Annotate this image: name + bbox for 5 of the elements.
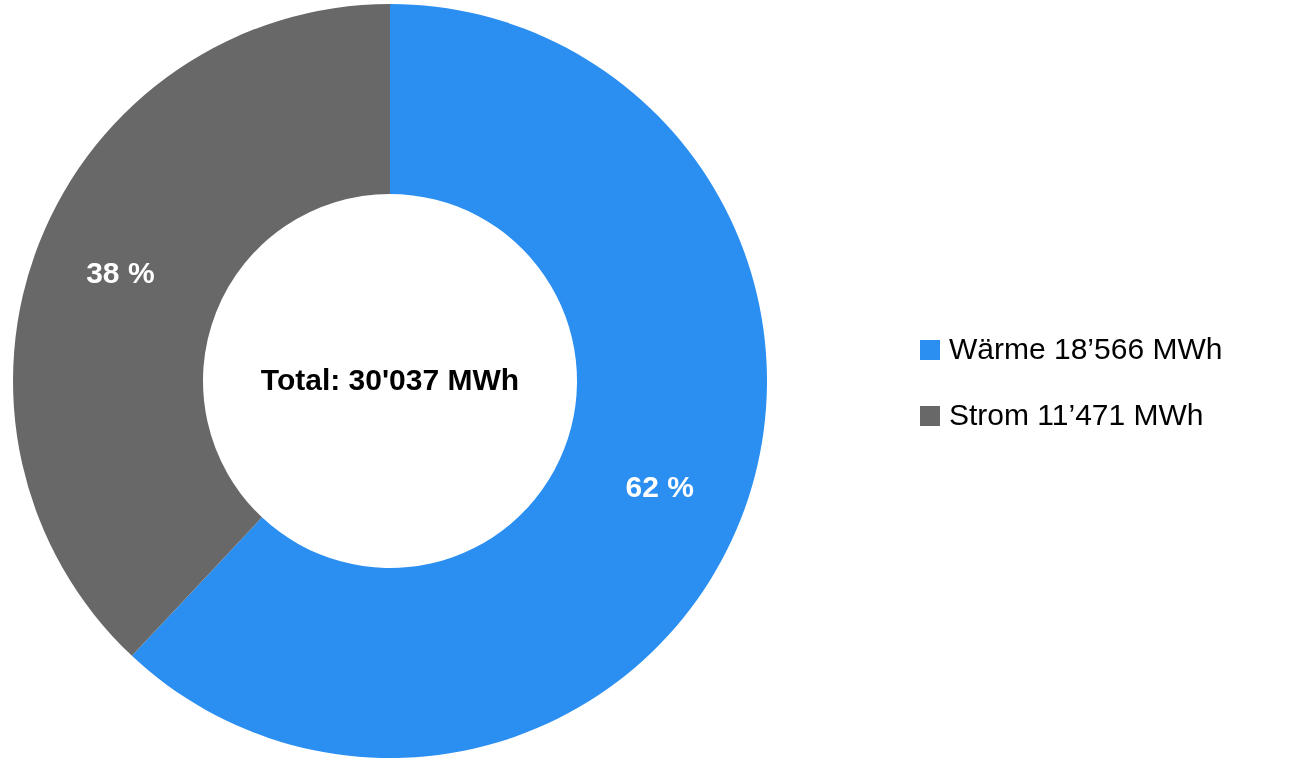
legend-label: Strom 11’471 MWh	[949, 398, 1204, 431]
data-label: 62 %	[625, 469, 694, 503]
legend-label: Wärme 18’566 MWh	[949, 332, 1223, 365]
data-label: 38 %	[86, 256, 155, 290]
text: Total: 30'037 MWh	[260, 363, 520, 396]
